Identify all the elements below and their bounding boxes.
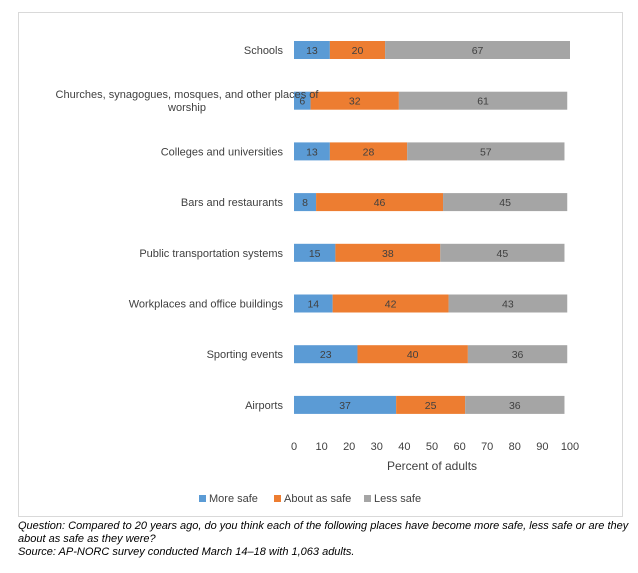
- bar-segment: [294, 91, 311, 110]
- bar-segment: [357, 345, 468, 364]
- x-tick-label: 60: [453, 441, 465, 453]
- bar-value-label: 45: [497, 248, 509, 260]
- legend-label: More safe: [209, 493, 258, 505]
- bar-value-label: 43: [502, 299, 514, 311]
- x-tick-label: 90: [536, 441, 548, 453]
- bar-segment: [332, 294, 449, 313]
- bar-value-label: 28: [363, 146, 375, 158]
- bar-value-label: 23: [320, 349, 332, 361]
- bar-segment: [294, 142, 330, 161]
- bar-value-label: 25: [425, 400, 437, 412]
- bar-segment: [329, 41, 386, 59]
- category-label: Schools: [244, 45, 284, 57]
- bar-segment: [440, 243, 565, 262]
- category-label: Workplaces and office buildings: [129, 299, 284, 311]
- x-tick-label: 0: [291, 441, 297, 453]
- bar-value-label: 45: [499, 197, 511, 209]
- bar-segment: [294, 395, 397, 414]
- x-tick-label: 50: [426, 441, 438, 453]
- bar-segment: [294, 41, 330, 59]
- legend: More safe About as safe Less safe: [199, 493, 421, 505]
- bar-value-label: 14: [307, 299, 319, 311]
- bar-segment: [294, 294, 333, 313]
- bar-segment: [294, 243, 336, 262]
- bar-value-label: 46: [374, 197, 386, 209]
- bar-value-label: 61: [477, 96, 489, 108]
- x-tick-label: 30: [371, 441, 383, 453]
- x-tick-label: 80: [509, 441, 521, 453]
- bar-value-label: 36: [512, 349, 524, 361]
- x-tick-label: 70: [481, 441, 493, 453]
- legend-swatch: [274, 495, 281, 502]
- caption-question-line1: Question: Compared to 20 years ago, do y…: [18, 520, 629, 532]
- legend-swatch: [364, 495, 371, 502]
- x-tick-label: 10: [315, 441, 327, 453]
- category-labels-group: Schools Churches, synagogues, mosques, an…: [56, 45, 320, 412]
- category-label: Colleges and universities: [161, 146, 284, 158]
- bar-segment: [398, 91, 568, 110]
- bar-segment: [443, 193, 568, 212]
- bar-value-label: 42: [385, 299, 397, 311]
- caption: Question: Compared to 20 years ago, do y…: [18, 520, 630, 559]
- bar-labels-group: 13 20 67 6 32 61 13 28 57 8 46 45 15 38 45 14 42 43 23 40 36…: [299, 45, 523, 412]
- bar-segment: [396, 395, 466, 414]
- bar-segment: [294, 345, 358, 364]
- category-label: Airports: [245, 400, 283, 412]
- category-label: Public transportation systems: [139, 248, 283, 260]
- x-tick-labels-group: 0 10 20 30 40 50 60 70 80 90 100: [291, 441, 579, 453]
- bar-value-label: 36: [509, 400, 521, 412]
- bar-segment: [310, 91, 399, 110]
- bar-value-label: 67: [472, 45, 484, 57]
- bar-value-label: 20: [352, 45, 364, 57]
- category-label: Sporting events: [207, 349, 284, 361]
- bar-segment: [329, 142, 408, 161]
- caption-source: Source: AP-NORC survey conducted March 1…: [18, 546, 355, 558]
- category-label: Bars and restaurants: [181, 197, 284, 209]
- bar-value-label: 40: [407, 349, 419, 361]
- bars-group: [294, 41, 570, 414]
- x-axis-title: Percent of adults: [387, 459, 477, 473]
- bar-value-label: 6: [299, 96, 305, 108]
- bar-segment: [407, 142, 565, 161]
- x-tick-label: 40: [398, 441, 410, 453]
- legend-label: Less safe: [374, 493, 421, 505]
- bar-value-label: 37: [339, 400, 351, 412]
- bar-segment: [385, 41, 570, 59]
- bar-segment: [467, 345, 568, 364]
- bar-segment: [294, 193, 317, 212]
- bar-value-label: 57: [480, 146, 492, 158]
- x-tick-label: 20: [343, 441, 355, 453]
- bar-segment: [448, 294, 568, 313]
- legend-swatch: [199, 495, 206, 502]
- bar-value-label: 32: [349, 96, 361, 108]
- x-tick-label: 100: [561, 441, 579, 453]
- stacked-bar-chart: 13 20 67 6 32 61 13 28 57 8 46 45 15 38 45 14 42 43 23 40 36…: [56, 41, 579, 505]
- bar-value-label: 15: [309, 248, 321, 260]
- bar-segment: [316, 193, 444, 212]
- bar-value-label: 38: [382, 248, 394, 260]
- caption-question-line2: about as safe as they were?: [18, 533, 156, 545]
- bar-value-label: 13: [306, 45, 318, 57]
- bar-value-label: 13: [306, 146, 318, 158]
- bar-value-label: 8: [302, 197, 308, 209]
- bar-segment: [465, 395, 565, 414]
- category-label: Churches, synagogues, mosques, and other…: [56, 89, 320, 114]
- bar-segment: [335, 243, 441, 262]
- legend-label: About as safe: [284, 493, 351, 505]
